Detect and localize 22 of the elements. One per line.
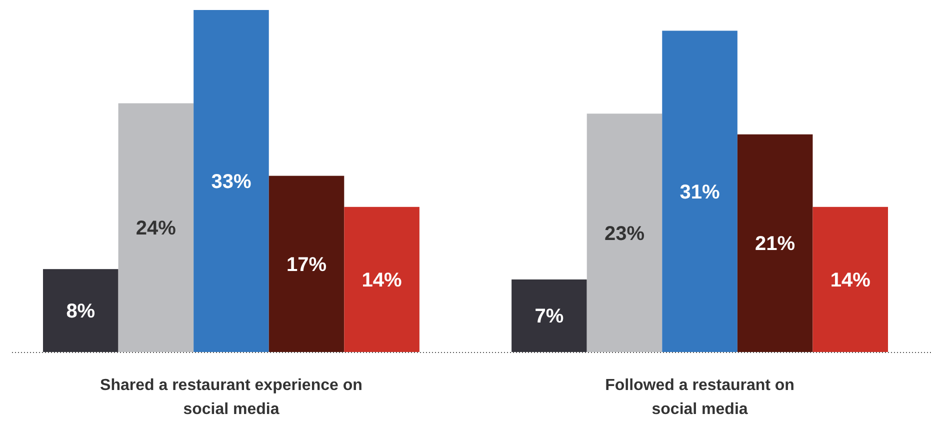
bar [194, 10, 269, 352]
data-label: 14% [362, 269, 402, 292]
data-label: 7% [534, 306, 564, 328]
bar [662, 30, 738, 352]
bar [812, 206, 888, 352]
x-tick-label: Shared a restaurant experience on social media [100, 377, 362, 418]
bar [43, 269, 118, 352]
bar [586, 114, 662, 352]
bar [344, 206, 420, 352]
data-label: 31% [680, 181, 720, 204]
x-tick-label: Followed a restaurant on social media [605, 377, 794, 418]
data-label: 24% [136, 218, 176, 240]
data-label: 33% [211, 171, 252, 193]
data-label: 14% [830, 269, 871, 292]
bar [118, 103, 194, 352]
data-label: 23% [604, 222, 645, 245]
data-label: 8% [66, 300, 96, 323]
bar [512, 279, 587, 352]
data-label: 21% [755, 233, 796, 256]
data-label: 17% [286, 254, 327, 276]
bar [737, 134, 813, 352]
bar [268, 176, 344, 352]
